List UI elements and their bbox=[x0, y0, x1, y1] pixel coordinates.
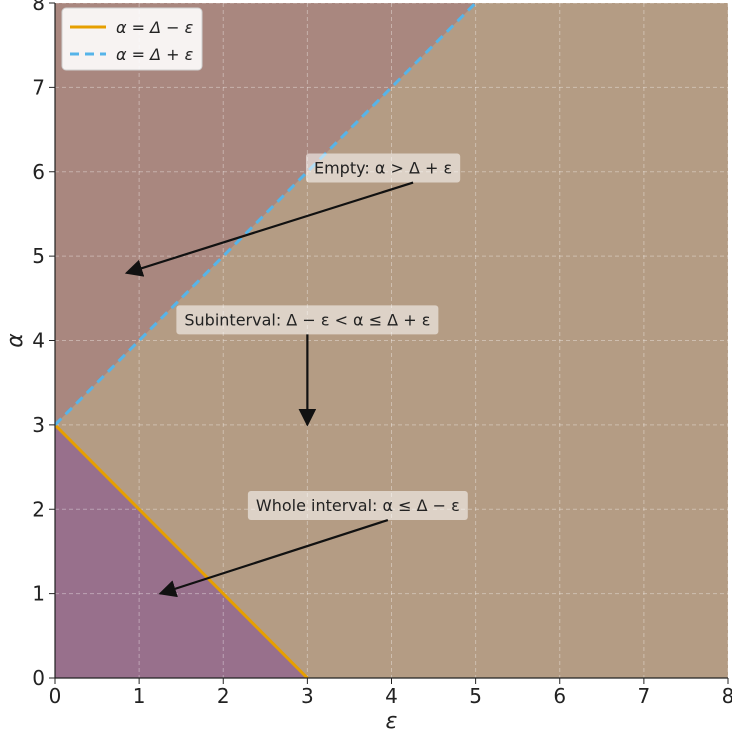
annotation: Empty: α > Δ + ε bbox=[124, 153, 461, 277]
annotation: Subinterval: Δ − ε < α ≤ Δ + ε bbox=[176, 305, 439, 427]
legend-label-plus: α = Δ + ε bbox=[116, 45, 194, 64]
annotation-arrow bbox=[158, 518, 389, 598]
annotation-text: Whole interval: α ≤ Δ − ε bbox=[256, 496, 460, 515]
legend-box bbox=[61, 7, 203, 71]
y-tick-label: 2 bbox=[32, 497, 45, 521]
annotation: Whole interval: α ≤ Δ − ε bbox=[158, 491, 468, 598]
annotation-box bbox=[305, 153, 461, 183]
region-empty bbox=[55, 3, 476, 425]
annotation-box bbox=[247, 491, 468, 521]
annotation-text: Empty: α > Δ + ε bbox=[314, 159, 452, 178]
x-tick-label: 6 bbox=[553, 684, 566, 708]
x-tick-label: 5 bbox=[469, 684, 482, 708]
y-tick-label: 0 bbox=[32, 666, 45, 690]
x-ticks: 0 1 2 3 4 5 6 7 8 bbox=[49, 678, 732, 708]
annotations: Empty: α > Δ + ε Subinterval: Δ − ε < α ≤… bbox=[124, 153, 468, 598]
legend-label-minus: α = Δ − ε bbox=[116, 18, 194, 37]
y-tick-label: 7 bbox=[32, 75, 45, 99]
x-tick-label: 1 bbox=[133, 684, 146, 708]
legend: α = Δ − ε α = Δ + ε bbox=[61, 7, 203, 71]
y-tick-label: 8 bbox=[32, 0, 45, 15]
annotation-text: Subinterval: Δ − ε < α ≤ Δ + ε bbox=[184, 310, 430, 329]
annotation-box bbox=[176, 305, 439, 335]
y-ticks: 0 1 2 3 4 5 6 7 8 bbox=[32, 0, 55, 690]
series-line-alpha-minus bbox=[55, 423, 309, 678]
y-tick-label: 6 bbox=[32, 160, 45, 184]
x-tick-label: 2 bbox=[217, 684, 230, 708]
x-axis-label: ε bbox=[386, 709, 398, 734]
annotation-arrow bbox=[124, 181, 414, 277]
x-tick-label: 7 bbox=[638, 684, 651, 708]
series-line-alpha-plus bbox=[55, 3, 477, 426]
y-tick-label: 4 bbox=[32, 329, 45, 353]
y-tick-label: 3 bbox=[32, 413, 45, 437]
x-tick-label: 8 bbox=[722, 684, 732, 708]
y-axis-label: α bbox=[3, 333, 28, 348]
x-tick-label: 4 bbox=[385, 684, 398, 708]
y-tick-label: 5 bbox=[32, 244, 45, 268]
x-tick-label: 3 bbox=[301, 684, 314, 708]
y-tick-label: 1 bbox=[32, 582, 45, 606]
x-tick-label: 0 bbox=[49, 684, 62, 708]
